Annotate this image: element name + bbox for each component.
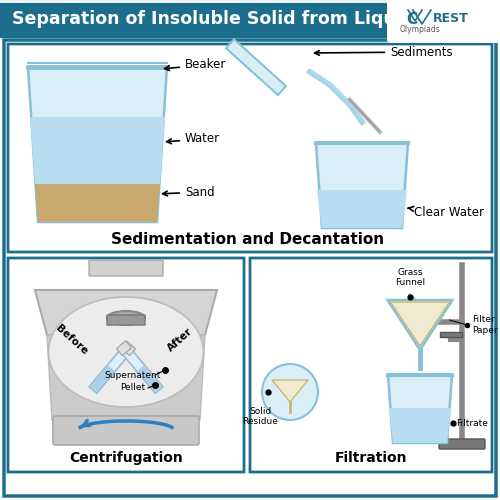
- Polygon shape: [35, 290, 217, 335]
- Ellipse shape: [48, 297, 203, 407]
- FancyBboxPatch shape: [250, 258, 492, 472]
- FancyBboxPatch shape: [89, 260, 163, 276]
- Circle shape: [262, 364, 318, 420]
- Text: Centrifugation: Centrifugation: [69, 451, 183, 465]
- Polygon shape: [226, 39, 286, 95]
- Polygon shape: [389, 408, 451, 443]
- Text: Grass
Funnel: Grass Funnel: [395, 268, 425, 287]
- Text: After: After: [166, 326, 194, 353]
- FancyBboxPatch shape: [0, 0, 500, 38]
- Text: Supernatent: Supernatent: [105, 370, 161, 380]
- Polygon shape: [316, 143, 408, 228]
- Text: Olympiads: Olympiads: [400, 24, 440, 34]
- Text: Separation of Insoluble Solid from Liquid: Separation of Insoluble Solid from Liqui…: [12, 10, 414, 28]
- Text: Before: Before: [54, 323, 90, 357]
- Polygon shape: [116, 341, 132, 355]
- Text: C: C: [406, 12, 417, 26]
- Text: REST: REST: [433, 12, 469, 26]
- Text: Solid
Residue: Solid Residue: [242, 407, 278, 426]
- Polygon shape: [122, 347, 163, 393]
- Ellipse shape: [107, 311, 145, 325]
- Polygon shape: [35, 184, 160, 222]
- Text: Pellet: Pellet: [120, 384, 146, 392]
- Polygon shape: [272, 380, 308, 402]
- Polygon shape: [388, 300, 452, 350]
- FancyBboxPatch shape: [387, 0, 500, 43]
- Polygon shape: [390, 302, 450, 346]
- Polygon shape: [317, 190, 407, 228]
- Text: Clear Water: Clear Water: [408, 206, 484, 220]
- Polygon shape: [47, 335, 205, 420]
- FancyBboxPatch shape: [4, 40, 496, 496]
- Text: Sediments: Sediments: [314, 46, 452, 59]
- Text: Filtrate: Filtrate: [456, 418, 488, 428]
- Text: Filter
Paper: Filter Paper: [472, 316, 498, 334]
- Polygon shape: [120, 341, 136, 355]
- Polygon shape: [440, 332, 462, 337]
- Text: Sedimentation and Decantation: Sedimentation and Decantation: [112, 232, 384, 248]
- FancyBboxPatch shape: [53, 416, 199, 445]
- Text: Sand: Sand: [162, 186, 214, 198]
- FancyBboxPatch shape: [439, 439, 485, 449]
- Polygon shape: [89, 347, 130, 393]
- Polygon shape: [388, 375, 452, 443]
- Text: Beaker: Beaker: [164, 58, 226, 71]
- Polygon shape: [90, 366, 114, 392]
- Text: Water: Water: [166, 132, 220, 145]
- Polygon shape: [138, 366, 162, 392]
- FancyBboxPatch shape: [107, 315, 145, 325]
- FancyBboxPatch shape: [8, 44, 492, 252]
- Polygon shape: [30, 117, 165, 184]
- Text: Filtration: Filtration: [335, 451, 407, 465]
- FancyBboxPatch shape: [8, 258, 244, 472]
- Polygon shape: [28, 67, 167, 222]
